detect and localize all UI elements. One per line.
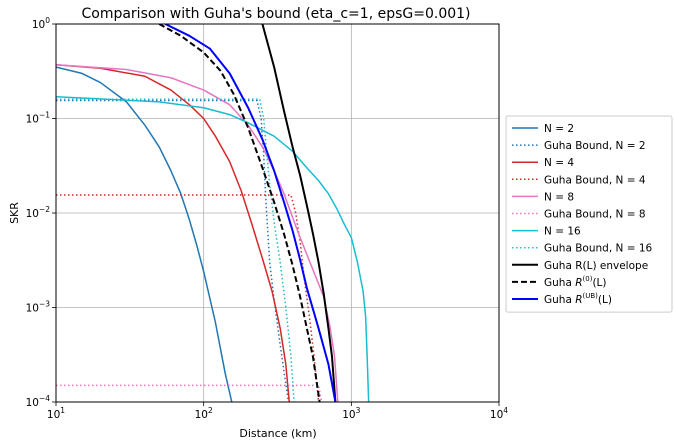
legend-label: Guha Bound, N = 2 bbox=[544, 140, 646, 152]
plot-area bbox=[56, 24, 370, 402]
legend-box bbox=[505, 115, 673, 313]
legend-label: N = 8 bbox=[544, 191, 574, 203]
x-axis-ticks: 101 102 103 104 bbox=[47, 402, 508, 421]
series-line bbox=[56, 194, 320, 402]
y-axis-label: SKR bbox=[8, 202, 21, 224]
series-line bbox=[56, 66, 233, 402]
legend-label: N = 16 bbox=[544, 226, 581, 238]
legend-label: Guha R(0)(L) bbox=[544, 275, 606, 289]
series-line bbox=[261, 24, 337, 402]
series-line bbox=[56, 64, 291, 402]
legend-label: N = 2 bbox=[544, 123, 574, 135]
x-axis-label: Distance (km) bbox=[239, 427, 316, 440]
series-line bbox=[164, 24, 337, 402]
chart-title: Comparison with Guha's bound (eta_c=1, e… bbox=[81, 6, 470, 22]
legend-label: Guha Bound, N = 16 bbox=[544, 243, 653, 255]
legend-label: Guha Bound, N = 4 bbox=[544, 174, 646, 186]
series-line bbox=[158, 24, 321, 402]
grid bbox=[56, 24, 499, 402]
legend-label: Guha Bound, N = 8 bbox=[544, 209, 646, 221]
legend-label: Guha R(L) envelope bbox=[544, 260, 648, 272]
legend-label: Guha R(UB)(L) bbox=[544, 292, 612, 306]
legend-label: N = 4 bbox=[544, 157, 574, 169]
legend: N = 2 Guha Bound, N = 2 N = 4 Guha Bound, N… bbox=[505, 115, 673, 313]
series-line bbox=[56, 95, 370, 402]
series-line bbox=[56, 98, 295, 402]
